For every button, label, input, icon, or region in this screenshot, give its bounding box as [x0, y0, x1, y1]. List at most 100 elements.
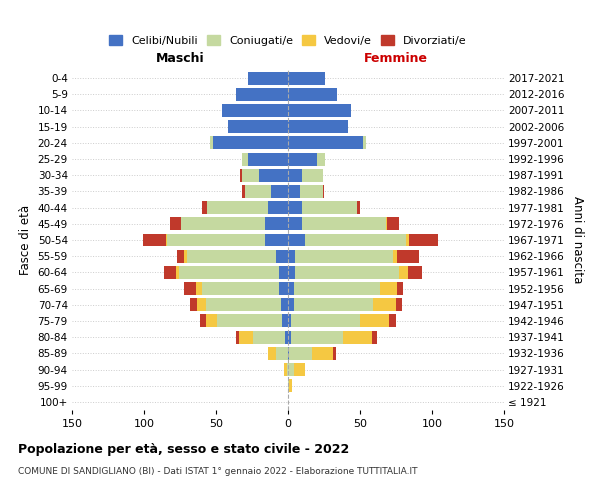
Text: COMUNE DI SANDIGLIANO (BI) - Dati ISTAT 1° gennaio 2022 - Elaborazione TUTTITALI: COMUNE DI SANDIGLIANO (BI) - Dati ISTAT … [18, 468, 418, 476]
Bar [295, 250, 393, 262]
Bar [288, 266, 295, 279]
Bar [242, 152, 248, 166]
Bar [197, 298, 206, 311]
Y-axis label: Fasce di età: Fasce di età [19, 205, 32, 275]
Y-axis label: Anni di nascita: Anni di nascita [571, 196, 584, 284]
Bar [288, 379, 289, 392]
Bar [294, 298, 373, 311]
Bar [288, 250, 295, 262]
Bar [289, 347, 313, 360]
Bar [184, 282, 196, 295]
Bar [363, 136, 366, 149]
Bar [280, 266, 288, 279]
Bar [285, 330, 288, 344]
Bar [288, 72, 325, 85]
Bar [373, 298, 396, 311]
Bar [200, 314, 206, 328]
Bar [332, 347, 335, 360]
Bar [288, 218, 302, 230]
Bar [277, 347, 288, 360]
Bar [386, 218, 388, 230]
Bar [187, 250, 277, 262]
Bar [248, 152, 288, 166]
Bar [202, 201, 208, 214]
Bar [399, 266, 407, 279]
Bar [288, 347, 289, 360]
Bar [265, 218, 288, 230]
Bar [288, 152, 317, 166]
Bar [407, 266, 422, 279]
Bar [210, 136, 213, 149]
Bar [190, 298, 197, 311]
Bar [288, 282, 294, 295]
Bar [288, 201, 302, 214]
Bar [208, 201, 268, 214]
Bar [380, 282, 397, 295]
Bar [294, 363, 305, 376]
Bar [167, 234, 265, 246]
Bar [291, 330, 343, 344]
Bar [227, 120, 288, 133]
Bar [164, 266, 176, 279]
Bar [143, 234, 166, 246]
Bar [291, 314, 360, 328]
Bar [176, 266, 179, 279]
Bar [323, 185, 324, 198]
Bar [280, 282, 288, 295]
Bar [170, 218, 181, 230]
Bar [242, 185, 245, 198]
Bar [289, 379, 292, 392]
Bar [253, 330, 285, 344]
Bar [206, 314, 217, 328]
Bar [295, 266, 399, 279]
Bar [294, 282, 380, 295]
Bar [236, 330, 239, 344]
Bar [222, 104, 288, 117]
Bar [166, 234, 167, 246]
Bar [236, 88, 288, 101]
Bar [288, 314, 291, 328]
Bar [313, 347, 332, 360]
Text: Maschi: Maschi [155, 52, 205, 65]
Bar [248, 72, 288, 85]
Bar [259, 169, 288, 181]
Bar [357, 201, 360, 214]
Bar [281, 298, 288, 311]
Bar [305, 234, 406, 246]
Bar [202, 282, 280, 295]
Bar [409, 234, 438, 246]
Bar [181, 218, 265, 230]
Bar [397, 250, 419, 262]
Bar [389, 314, 396, 328]
Bar [288, 169, 302, 181]
Bar [196, 282, 202, 295]
Bar [268, 347, 277, 360]
Bar [271, 185, 288, 198]
Text: Popolazione per età, sesso e stato civile - 2022: Popolazione per età, sesso e stato civil… [18, 442, 349, 456]
Bar [288, 88, 337, 101]
Bar [242, 169, 259, 181]
Text: Femmine: Femmine [364, 52, 428, 65]
Bar [317, 152, 325, 166]
Bar [245, 185, 271, 198]
Bar [288, 120, 349, 133]
Bar [282, 314, 288, 328]
Bar [277, 250, 288, 262]
Bar [288, 298, 294, 311]
Bar [184, 250, 187, 262]
Bar [388, 218, 399, 230]
Bar [239, 330, 253, 344]
Bar [343, 330, 371, 344]
Bar [406, 234, 409, 246]
Bar [177, 250, 184, 262]
Bar [397, 282, 403, 295]
Bar [288, 136, 363, 149]
Bar [302, 218, 386, 230]
Bar [302, 201, 357, 214]
Bar [288, 185, 299, 198]
Legend: Celibi/Nubili, Coniugati/e, Vedovi/e, Divorziati/e: Celibi/Nubili, Coniugati/e, Vedovi/e, Di… [109, 35, 467, 45]
Bar [302, 169, 323, 181]
Bar [265, 234, 288, 246]
Bar [396, 298, 402, 311]
Bar [393, 250, 397, 262]
